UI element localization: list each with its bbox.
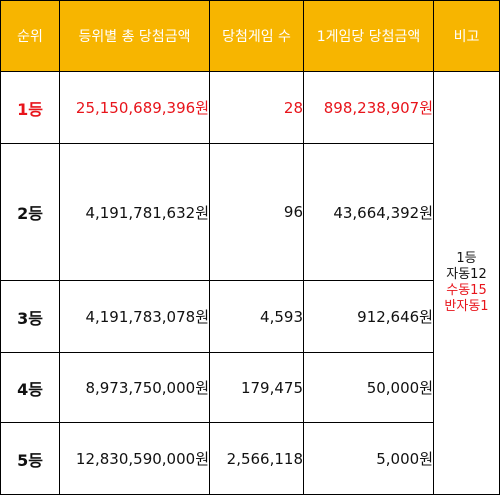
rank-cell: 1등	[0, 71, 60, 144]
rank-cell: 5등	[0, 422, 60, 495]
note-line-4: 반자동1	[444, 299, 489, 314]
prize-per-game-cell: 43,664,392원	[303, 143, 434, 281]
table-row: 5등 12,830,590,000원 2,566,118 5,000원	[0, 422, 500, 495]
prize-per-game-cell: 50,000원	[303, 352, 434, 423]
winning-games-cell: 2,566,118	[209, 422, 304, 495]
note-line-1: 1등	[456, 251, 477, 266]
prize-per-game-cell: 5,000원	[303, 422, 434, 495]
table-row: 3등 4,191,783,078원 4,593 912,646원	[0, 280, 500, 353]
rank-cell: 2등	[0, 143, 60, 281]
header-row: 순위 등위별 총 당첨금액 당첨게임 수 1게임당 당첨금액 비고	[0, 0, 500, 72]
header-winning-games: 당첨게임 수	[209, 0, 304, 72]
prize-per-game-cell: 898,238,907원	[303, 71, 434, 144]
note-cell: 1등 자동12 수동15 반자동1	[433, 71, 500, 495]
rank-cell: 3등	[0, 280, 60, 353]
winning-games-cell: 28	[209, 71, 304, 144]
header-prize-per-game: 1게임당 당첨금액	[303, 0, 434, 72]
table-row: 2등 4,191,781,632원 96 43,664,392원	[0, 143, 500, 281]
header-rank: 순위	[0, 0, 60, 72]
winning-games-cell: 4,593	[209, 280, 304, 353]
total-prize-cell: 25,150,689,396원	[59, 71, 210, 144]
winning-games-cell: 179,475	[209, 352, 304, 423]
total-prize-cell: 12,830,590,000원	[59, 422, 210, 495]
winning-games-cell: 96	[209, 143, 304, 281]
header-total-prize: 등위별 총 당첨금액	[59, 0, 210, 72]
total-prize-cell: 4,191,783,078원	[59, 280, 210, 353]
note-line-3: 수동15	[446, 283, 487, 298]
total-prize-cell: 8,973,750,000원	[59, 352, 210, 423]
table-row: 4등 8,973,750,000원 179,475 50,000원	[0, 352, 500, 423]
total-prize-cell: 4,191,781,632원	[59, 143, 210, 281]
table-row: 1등 25,150,689,396원 28 898,238,907원 1등 자동…	[0, 71, 500, 495]
note-line-2: 자동12	[446, 267, 487, 282]
header-note: 비고	[433, 0, 500, 72]
rank-cell: 4등	[0, 352, 60, 423]
prize-per-game-cell: 912,646원	[303, 280, 434, 353]
